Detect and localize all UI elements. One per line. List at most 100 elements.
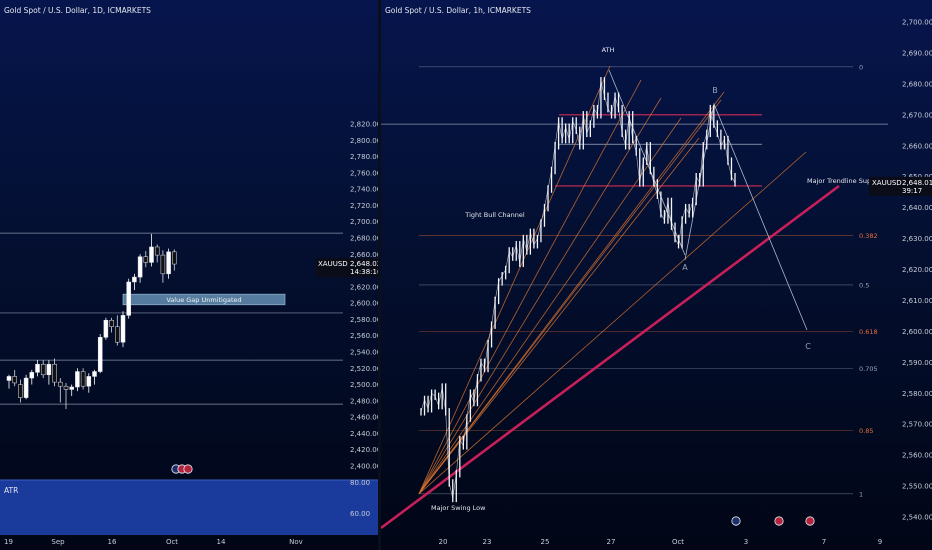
- candle-body: [92, 371, 97, 377]
- atr-indicator-pane: [0, 480, 378, 535]
- last-price-tag: [869, 176, 932, 196]
- gann-fan-line: [418, 117, 682, 495]
- price-tick-label: 2,630.00: [902, 235, 932, 243]
- candle-body: [29, 372, 35, 379]
- price-tick-label: 2,540.00: [902, 514, 932, 522]
- channel-label: Tight Bull Channel: [464, 211, 525, 219]
- candle-body: [103, 319, 109, 338]
- atr-label: ATR: [4, 486, 18, 495]
- price-tick-label: 2,580.00: [350, 316, 378, 324]
- us-flag-event-icon: [805, 516, 815, 526]
- time-tick-label: 7: [822, 538, 826, 546]
- major-trendline: [381, 184, 840, 530]
- gann-fan-line: [418, 65, 611, 494]
- price-tick-label: 2,700.00: [902, 19, 932, 27]
- daily-chart-pane[interactable]: 2,400.00 2,420.00 2,440.00 2,460.00 2,480.00…: [0, 0, 378, 550]
- candle-body: [143, 256, 149, 263]
- countdown-label: 14:38:16: [350, 268, 378, 276]
- candle-body: [12, 376, 17, 384]
- time-tick-label: 14: [217, 538, 226, 546]
- candle-body: [120, 315, 126, 343]
- wave-c-label: C: [805, 342, 811, 351]
- price-tick-label: 2,500.00: [350, 381, 378, 389]
- wave-a-label: A: [682, 263, 688, 272]
- time-tick-label: Nov: [289, 538, 303, 546]
- time-tick-label: 27: [607, 538, 616, 546]
- candle-body: [63, 385, 69, 390]
- price-tick-label: 2,580.00: [902, 390, 932, 398]
- candle-body: [75, 371, 80, 388]
- price-tick-label: 2,590.00: [902, 359, 932, 367]
- gann-fan-line: [418, 79, 642, 494]
- gann-fan-line: [418, 97, 662, 495]
- price-tick-label: 2,700.00: [350, 218, 378, 226]
- candle-body: [52, 363, 57, 383]
- price-tick-label: 2,640.00: [902, 204, 932, 212]
- candle-body: [149, 246, 154, 263]
- last-price-label: 2,648.01: [902, 179, 932, 187]
- candle-body: [137, 256, 143, 278]
- price-tick-label: 2,400.00: [350, 463, 378, 471]
- price-tick-label: 2,550.00: [902, 483, 932, 491]
- pane-divider[interactable]: [378, 0, 381, 550]
- ticker-label: XAUUSD: [872, 179, 902, 187]
- price-tick-label: 2,690.00: [902, 49, 932, 57]
- abc-wave-projection: [684, 102, 808, 331]
- price-tick-label: 2,610.00: [902, 297, 932, 305]
- price-tick-label: 2,600.00: [902, 328, 932, 336]
- event-flag-icon: [183, 464, 193, 474]
- candle-body: [80, 371, 86, 387]
- price-tick-label: 2,660.00: [350, 251, 378, 259]
- price-tick-label: 2,440.00: [350, 430, 378, 438]
- fib-level-label: 0.705: [859, 365, 878, 373]
- candle-body: [23, 377, 29, 398]
- candle-body: [86, 376, 92, 387]
- candle-body: [132, 276, 137, 283]
- hourly-chart-pane[interactable]: 2,540.00 2,550.00 2,560.00 2,570.00 2,580.00…: [381, 0, 932, 550]
- gann-fan-line: [418, 91, 725, 495]
- time-tick-label: 20: [439, 538, 448, 546]
- time-tick-label: 23: [483, 538, 492, 546]
- daily-chart-canvas[interactable]: 2,400.00 2,420.00 2,440.00 2,460.00 2,480.00…: [0, 0, 378, 550]
- price-tick-label: 2,520.00: [350, 365, 378, 373]
- time-tick-label: Sep: [51, 538, 65, 546]
- price-tick-label: 2,480.00: [350, 397, 378, 405]
- gann-fan-line: [418, 99, 722, 495]
- candle-body: [115, 326, 120, 343]
- hourly-chart-canvas[interactable]: 2,540.00 2,550.00 2,560.00 2,570.00 2,580.00…: [381, 0, 932, 550]
- time-tick-label: 25: [541, 538, 550, 546]
- atr-scale-label: 80.00: [350, 479, 370, 487]
- value-gap-zone: [122, 293, 286, 306]
- last-price-tag: [316, 258, 378, 278]
- price-tick-label: 2,620.00: [902, 266, 932, 274]
- fib-level-label: 0.382: [859, 232, 878, 240]
- candle-body: [69, 386, 74, 390]
- value-gap-label: Value Gap Unmitigated: [166, 296, 241, 304]
- time-tick-label: Oct: [672, 538, 684, 546]
- hourly-chart-title: Gold Spot / U.S. Dollar, 1h, ICMARKETS: [385, 6, 531, 15]
- gann-fan-line: [418, 151, 807, 495]
- us-flag-event-icon: [774, 516, 784, 526]
- atr-scale-label: 60.00: [350, 510, 370, 518]
- time-tick-label: Oct: [166, 538, 178, 546]
- price-tick-label: 2,620.00: [350, 283, 378, 291]
- price-tick-label: 2,560.00: [902, 452, 932, 460]
- time-tick-label: 19: [4, 538, 13, 546]
- time-tick-label: 9: [878, 538, 882, 546]
- price-tick-label: 2,680.00: [902, 80, 932, 88]
- fib-level-label: 0.618: [859, 328, 878, 336]
- price-tick-label: 2,820.00: [350, 121, 378, 129]
- candle-body: [97, 337, 103, 372]
- price-tick-label: 2,540.00: [350, 349, 378, 357]
- ath-label: ATH: [602, 46, 615, 54]
- price-tick-label: 2,420.00: [350, 446, 378, 454]
- price-tick-label: 2,800.00: [350, 137, 378, 145]
- candle-body: [166, 251, 171, 275]
- price-tick-label: 2,760.00: [350, 169, 378, 177]
- wave-b-label: B: [712, 86, 718, 95]
- daily-chart-title: Gold Spot / U.S. Dollar, 1D, ICMARKETS: [4, 6, 151, 15]
- fib-level-label: 1: [859, 490, 863, 498]
- candle-body: [109, 319, 114, 328]
- price-tick-label: 2,660.00: [902, 142, 932, 150]
- price-tick-label: 2,560.00: [350, 332, 378, 340]
